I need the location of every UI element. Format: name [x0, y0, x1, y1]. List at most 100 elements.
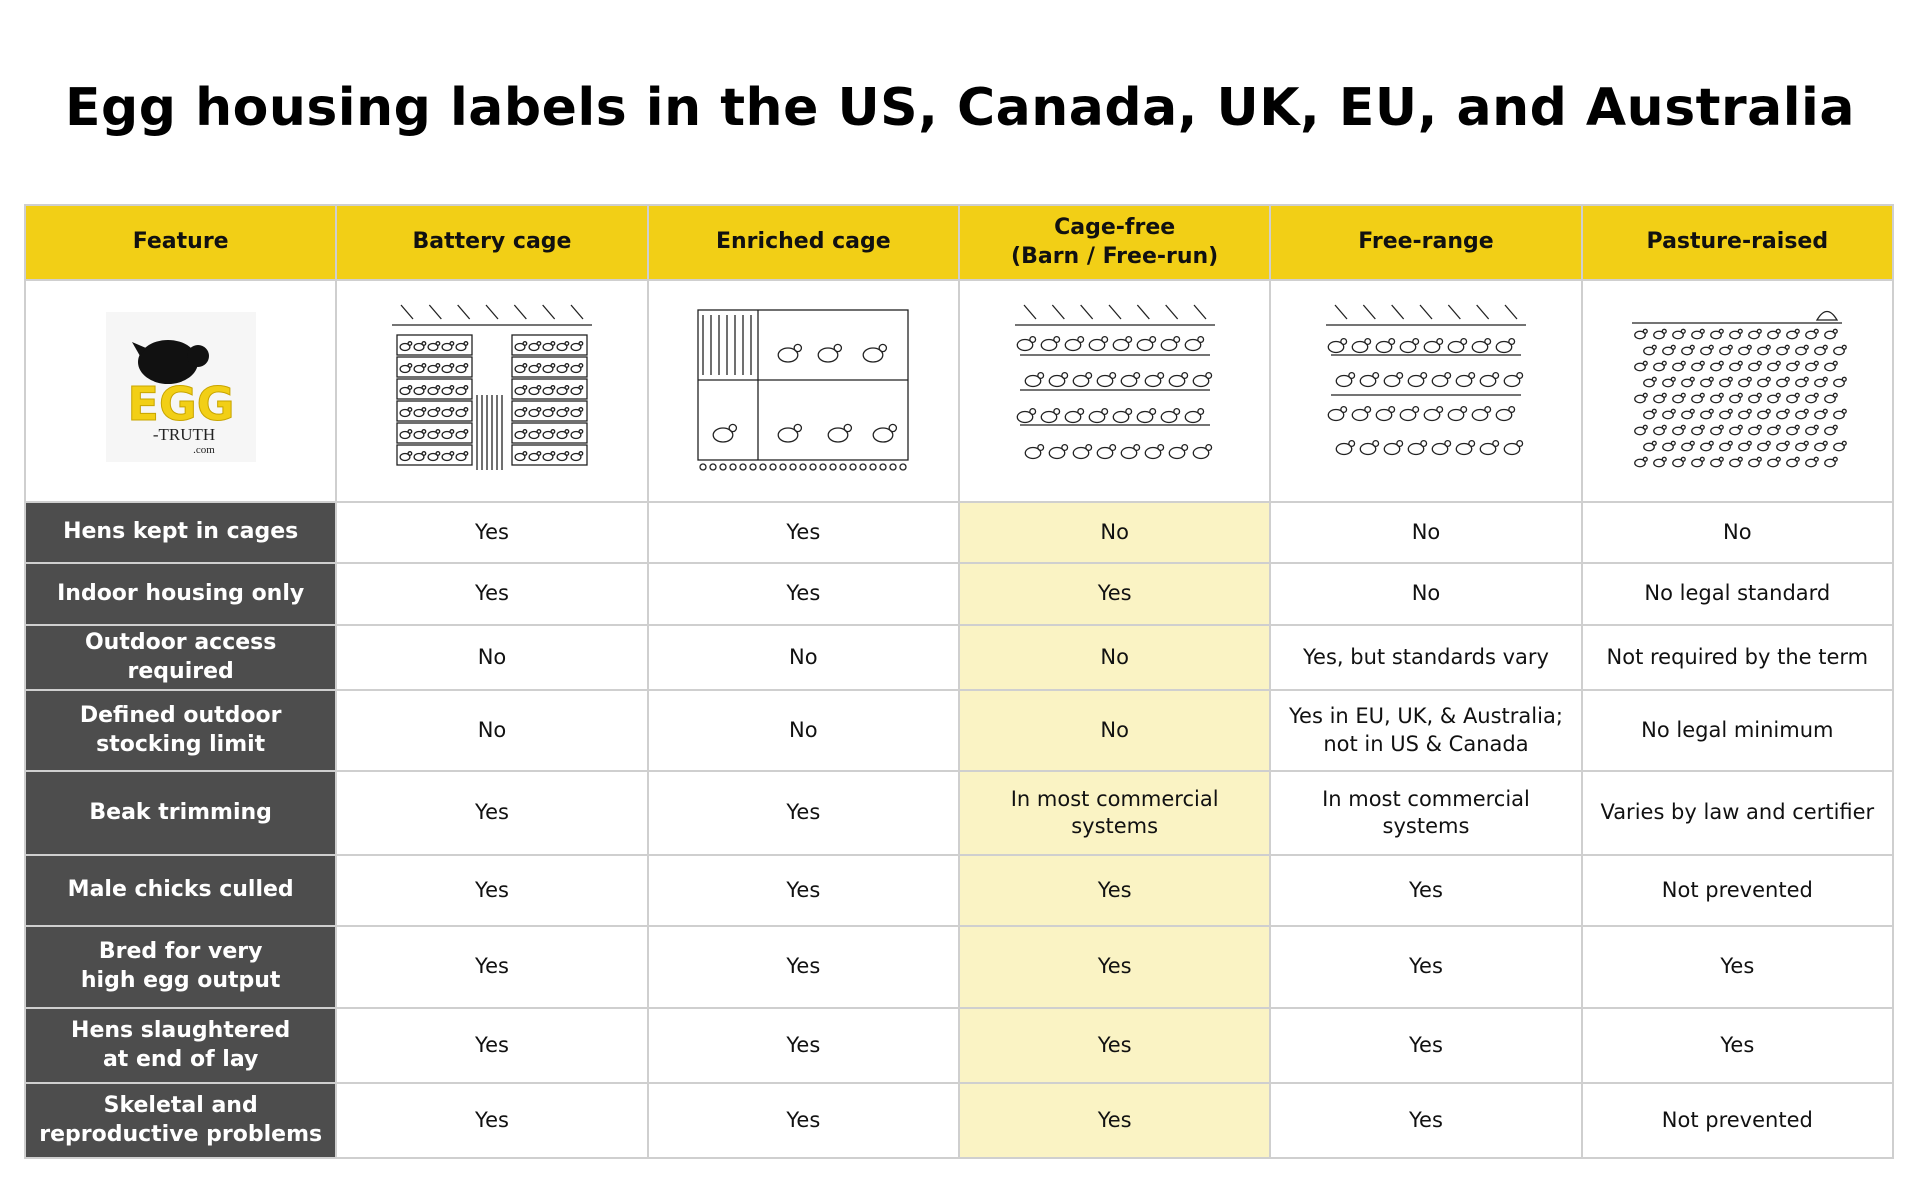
hen-head: [550, 450, 556, 456]
egg: [759, 463, 767, 471]
hen: [1407, 374, 1425, 387]
hen: [1814, 410, 1827, 420]
hen: [1634, 458, 1647, 468]
hen-head: [536, 362, 542, 368]
cell: No legal standard: [1580, 562, 1895, 626]
hen-head: [1784, 344, 1791, 350]
hen: [777, 427, 799, 443]
illustration-cell: [646, 279, 960, 503]
egg: [899, 463, 907, 471]
cell: Yes: [957, 925, 1272, 1009]
egg: [739, 463, 747, 471]
hen-head: [1832, 328, 1839, 334]
hen: [441, 452, 453, 461]
hen: [399, 342, 411, 351]
lamp: [1504, 304, 1518, 320]
hen: [1136, 338, 1153, 351]
hen: [1700, 442, 1713, 452]
hen: [514, 386, 526, 395]
hen: [413, 452, 425, 461]
cell: Not prevented: [1580, 1082, 1895, 1159]
hen: [1662, 346, 1675, 356]
hen: [1399, 340, 1417, 353]
hen-head: [1076, 335, 1084, 343]
hen-head: [1036, 371, 1044, 379]
egg: [859, 463, 867, 471]
hen: [1729, 426, 1742, 436]
hen-head: [1156, 371, 1164, 379]
hen: [1786, 426, 1799, 436]
hen-head: [1661, 456, 1668, 462]
hen: [1447, 340, 1465, 353]
hen: [1064, 410, 1081, 423]
cell: Yes: [1269, 925, 1583, 1009]
hen-head: [1699, 328, 1706, 334]
hen-head: [1737, 360, 1744, 366]
hen: [1064, 338, 1081, 351]
hen-head: [1680, 456, 1687, 462]
hen-head: [1822, 408, 1829, 414]
hen-head: [1651, 376, 1658, 382]
hen: [1112, 410, 1129, 423]
hen: [1184, 338, 1201, 351]
egg: [779, 463, 787, 471]
hen-head: [1699, 456, 1706, 462]
hen: [455, 342, 467, 351]
hen: [427, 430, 439, 439]
hen-head: [1784, 376, 1791, 382]
hen-head: [1756, 360, 1763, 366]
hen: [1359, 442, 1377, 455]
lamp: [542, 304, 556, 320]
lamp: [485, 304, 499, 320]
hen-head: [1132, 371, 1140, 379]
hen-head: [1444, 439, 1452, 447]
hen: [872, 427, 894, 443]
hen: [542, 342, 554, 351]
hen: [1634, 362, 1647, 372]
cell: No: [1269, 562, 1583, 626]
hen: [1471, 340, 1489, 353]
hen-head: [1052, 407, 1060, 415]
hen: [542, 408, 554, 417]
illustration-cell: [1580, 279, 1895, 503]
cell: Yes: [646, 562, 960, 626]
hen: [1024, 446, 1041, 459]
data-row: Hens slaughtered at end of lay Yes Yes Yes Y…: [23, 1007, 1895, 1084]
hen-head: [1699, 360, 1706, 366]
hen-head: [564, 428, 570, 434]
comparison-table: Feature Battery cage Enriched cage Cage-fre…: [23, 204, 1895, 1159]
hen: [399, 386, 411, 395]
hen-head: [1727, 344, 1734, 350]
logo-sub: -TRUTH: [152, 425, 214, 444]
hen: [1795, 410, 1808, 420]
hen: [1681, 410, 1694, 420]
hen-head: [463, 450, 469, 456]
hen-head: [1822, 344, 1829, 350]
cell: Varies by law and certifier: [1580, 770, 1895, 856]
hen: [1824, 426, 1837, 436]
cell: No: [1580, 501, 1895, 564]
hen-head: [1841, 408, 1848, 414]
cage-tier: [511, 356, 588, 378]
hen-head: [1765, 376, 1772, 382]
hen-head: [1746, 440, 1753, 446]
cell: No: [335, 689, 649, 772]
hen-head: [421, 340, 427, 346]
hen: [1729, 394, 1742, 404]
hen: [862, 347, 884, 363]
hen-head: [1689, 344, 1696, 350]
hen: [1048, 374, 1065, 387]
hen: [413, 364, 425, 373]
cell: Yes, but standards vary: [1269, 624, 1583, 691]
cell: Yes: [1580, 925, 1895, 1009]
hen: [1643, 378, 1656, 388]
hen: [1495, 340, 1513, 353]
cage-tier: [511, 422, 588, 444]
hen: [1805, 458, 1818, 468]
illustration: [1014, 304, 1215, 459]
hen: [399, 430, 411, 439]
egg: [799, 463, 807, 471]
hen-head: [1052, 335, 1060, 343]
hen-head: [1822, 440, 1829, 446]
lamp: [428, 304, 442, 320]
